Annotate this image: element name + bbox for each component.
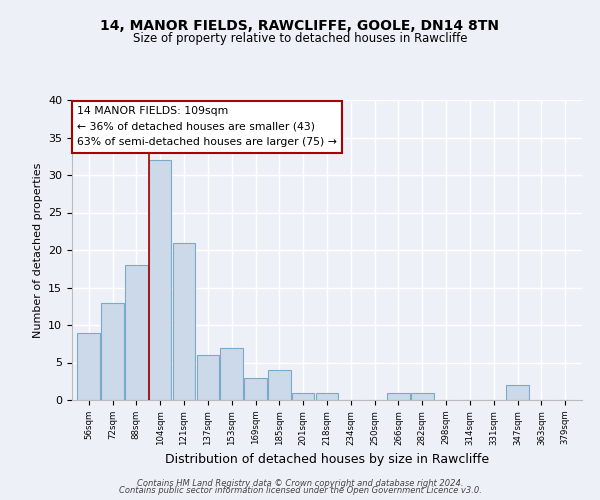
Bar bbox=[316, 392, 338, 400]
Bar bbox=[149, 160, 172, 400]
Bar bbox=[197, 355, 219, 400]
Bar bbox=[173, 242, 196, 400]
Bar bbox=[77, 332, 100, 400]
Bar bbox=[506, 385, 529, 400]
Bar bbox=[101, 302, 124, 400]
Text: Contains public sector information licensed under the Open Government Licence v3: Contains public sector information licen… bbox=[119, 486, 481, 495]
Bar bbox=[268, 370, 290, 400]
Bar bbox=[220, 348, 243, 400]
Y-axis label: Number of detached properties: Number of detached properties bbox=[32, 162, 43, 338]
Text: 14 MANOR FIELDS: 109sqm
← 36% of detached houses are smaller (43)
63% of semi-de: 14 MANOR FIELDS: 109sqm ← 36% of detache… bbox=[77, 106, 337, 147]
Text: 14, MANOR FIELDS, RAWCLIFFE, GOOLE, DN14 8TN: 14, MANOR FIELDS, RAWCLIFFE, GOOLE, DN14… bbox=[101, 18, 499, 32]
Text: Contains HM Land Registry data © Crown copyright and database right 2024.: Contains HM Land Registry data © Crown c… bbox=[137, 478, 463, 488]
Text: Size of property relative to detached houses in Rawcliffe: Size of property relative to detached ho… bbox=[133, 32, 467, 45]
Bar bbox=[387, 392, 410, 400]
Bar bbox=[244, 378, 267, 400]
Bar bbox=[292, 392, 314, 400]
Bar bbox=[411, 392, 434, 400]
Bar bbox=[125, 265, 148, 400]
X-axis label: Distribution of detached houses by size in Rawcliffe: Distribution of detached houses by size … bbox=[165, 453, 489, 466]
